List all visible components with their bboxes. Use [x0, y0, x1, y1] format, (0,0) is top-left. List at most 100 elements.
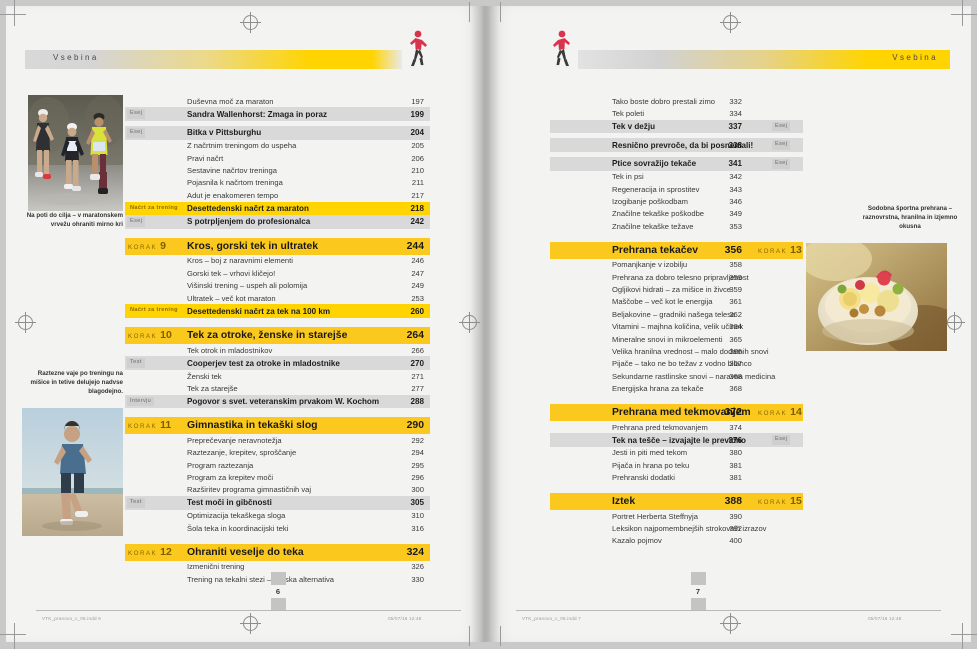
- toc-row[interactable]: KORAK 14 Prehrana med tekmovanjem 372: [550, 403, 803, 421]
- korak-number: 14: [790, 406, 802, 419]
- toc-row-page: 210: [411, 166, 424, 176]
- toc-row-title: Višinski trening – uspeh ali polomija: [187, 281, 308, 291]
- toc-row[interactable]: Ultratek – več kot maraton 253: [125, 292, 430, 304]
- toc-row-page: 343: [729, 184, 742, 194]
- toc-row[interactable]: KORAK 11 Gimnastika in tekaški slog 290: [125, 417, 430, 435]
- toc-row[interactable]: Preprečevanje neravnotežja 292: [125, 434, 430, 446]
- toc-row-page: 368: [729, 384, 742, 394]
- toc-row-page: 366: [729, 346, 742, 356]
- toc-row-page: 253: [411, 293, 424, 303]
- toc-row[interactable]: Šola teka in koordinacijski teki 316: [125, 522, 430, 534]
- toc-row[interactable]: Intervju Pogovor s svet. veteranskim prva…: [125, 394, 430, 409]
- toc-row[interactable]: Test Test moči in gibčnosti 305: [125, 496, 430, 510]
- crop-mark: [14, 623, 15, 649]
- korak-badge: KORAK 10: [128, 330, 172, 341]
- toc-row[interactable]: Test Cooperjev test za otroke in mladostn…: [125, 356, 430, 370]
- toc-row[interactable]: Tek za starejše 277: [125, 382, 430, 394]
- toc-row[interactable]: Program raztezanja 295: [125, 459, 430, 471]
- toc-row-title: Z načrtnim treningom do uspeha: [187, 141, 297, 151]
- toc-row[interactable]: Raztezanje, krepitev, sproščanje 294: [125, 447, 430, 459]
- toc-row[interactable]: Gorski tek – vrhovi kličejo! 247: [125, 267, 430, 279]
- toc-row[interactable]: Tako boste dobro prestali zimo 332: [550, 95, 803, 107]
- toc-row[interactable]: Pojasnila k načrtom treninga 211: [125, 177, 430, 189]
- registration-mark: [240, 613, 261, 634]
- toc-row[interactable]: Jesti in piti med tekom 380: [550, 447, 803, 459]
- toc-row[interactable]: Pijače – tako ne bo težav z vodno bilanc…: [550, 358, 803, 370]
- toc-row[interactable]: Esej Bitka v Pittsburghu 204: [125, 125, 430, 140]
- toc-row[interactable]: Velika hranilna vrednost – malo dodatnih…: [550, 345, 803, 357]
- toc-row[interactable]: Sestavine načrtov treninga 210: [125, 164, 430, 176]
- toc-row-tag: Test: [127, 498, 145, 508]
- korak-word: KORAK: [758, 499, 788, 507]
- toc-row[interactable]: Značilne tekaške težave 353: [550, 220, 803, 232]
- toc-row[interactable]: KORAK 9 Kros, gorski tek in ultratek 244: [125, 237, 430, 255]
- toc-row[interactable]: KORAK 10 Tek za otroke, ženske in starejše…: [125, 326, 430, 344]
- toc-row[interactable]: Esej Sandra Wallenhorst: Zmaga in poraz 19…: [125, 107, 430, 121]
- folio-number: 7: [695, 587, 701, 596]
- toc-row[interactable]: Esej Resnično prevroče, da bi posnemali! 3…: [550, 138, 803, 152]
- toc-row[interactable]: Izmenični trening 326: [125, 561, 430, 573]
- toc-row[interactable]: Kazalo pojmov 400: [550, 535, 803, 547]
- toc-row[interactable]: Mineralne snovi in mikroelementi 365: [550, 333, 803, 345]
- toc-row[interactable]: Portret Herberta Steffnyja 390: [550, 510, 803, 522]
- toc-row[interactable]: Regeneracija in sprostitev 343: [550, 183, 803, 195]
- toc-row[interactable]: Trening na tekalni stezi – zimska altern…: [125, 573, 430, 585]
- toc-row[interactable]: KORAK 13 Prehrana tekačev 356: [550, 241, 803, 259]
- toc-spacer: [125, 318, 430, 327]
- folio-bar-top: [270, 572, 286, 585]
- toc-row[interactable]: KORAK 12 Ohraniti veselje do teka 324: [125, 543, 430, 561]
- right-slug-timestamp: 05/07/16 12:48: [868, 616, 902, 621]
- toc-row-title: S potrpljenjem do profesionalca: [187, 217, 311, 227]
- toc-row[interactable]: Razširitev programa gimnastičnih vaj 300: [125, 484, 430, 496]
- toc-row[interactable]: Leksikon najpomembnejših strokovnih izra…: [550, 522, 803, 534]
- toc-spacer: [550, 233, 803, 242]
- toc-row[interactable]: Tek in psi 342: [550, 171, 803, 183]
- toc-row-title: Tek v dežju: [612, 122, 656, 132]
- toc-row[interactable]: Načrt za trening Desettedenski načrt za t…: [125, 304, 430, 318]
- registration-mark: [944, 312, 965, 333]
- toc-row[interactable]: Kros – boj z naravnimi elementi 246: [125, 255, 430, 267]
- toc-row[interactable]: Adut je enakomeren tempo 217: [125, 189, 430, 201]
- toc-row[interactable]: Esej Ptice sovražijo tekače 341: [550, 156, 803, 171]
- toc-row[interactable]: Energijska hrana za tekače 368: [550, 382, 803, 394]
- toc-row-title: Ogljikovi hidrati – za mišice in živce: [612, 284, 732, 294]
- toc-row[interactable]: Ženski tek 271: [125, 370, 430, 382]
- toc-row-title: Tek na tešče – izvajajte le previdno: [612, 435, 746, 445]
- toc-row[interactable]: Esej Tek na tešče – izvajajte le previdno…: [550, 433, 803, 447]
- toc-row[interactable]: Z načrtnim treningom do uspeha 205: [125, 140, 430, 152]
- toc-row-title: Desettedenski načrt za maraton: [187, 203, 309, 213]
- toc-row-page: 390: [729, 511, 742, 521]
- toc-row[interactable]: Višinski trening – uspeh ali polomija 249: [125, 280, 430, 292]
- toc-row[interactable]: Pomanjkanje v izobilju 358: [550, 259, 803, 271]
- toc-row[interactable]: Optimizacija tekaškega sloga 310: [125, 510, 430, 522]
- toc-row[interactable]: Sekundarne rastlinske snovi – naravna me…: [550, 370, 803, 382]
- toc-row[interactable]: Maščobe – več kot le energija 361: [550, 296, 803, 308]
- toc-row[interactable]: Pravi načrt 206: [125, 152, 430, 164]
- toc-row[interactable]: Tek poleti 334: [550, 107, 803, 119]
- toc-row-page: 199: [410, 109, 424, 119]
- folio-bar-top: [690, 572, 706, 585]
- toc-row[interactable]: Beljakovine – gradniki našega telesa 362: [550, 308, 803, 320]
- toc-row[interactable]: Pijača in hrana po teku 381: [550, 459, 803, 471]
- toc-row[interactable]: Prehranski dodatki 381: [550, 472, 803, 484]
- toc-row[interactable]: Esej Tek v dežju 337: [550, 119, 803, 134]
- toc-row[interactable]: Vitamini – majhna količina, velik učinek…: [550, 320, 803, 332]
- korak-word: KORAK: [758, 410, 788, 418]
- toc-row[interactable]: Tek otrok in mladostnikov 266: [125, 344, 430, 356]
- header-label: Vsebina: [53, 53, 99, 62]
- toc-row-title: Pomanjkanje v izobilju: [612, 260, 688, 270]
- toc-row[interactable]: Izogibanje poškodbam 346: [550, 195, 803, 207]
- toc-row[interactable]: Prehrana pred tekmovanjem 374: [550, 421, 803, 433]
- toc-row[interactable]: Program za krepitev moči 296: [125, 471, 430, 483]
- toc-row-title: Bitka v Pittsburghu: [187, 128, 262, 138]
- toc-row[interactable]: Načrt za trening Desettedenski načrt za m…: [125, 201, 430, 216]
- toc-row[interactable]: KORAK 15 Iztek 388: [550, 492, 803, 510]
- toc-row-title: Tako boste dobro prestali zimo: [612, 96, 715, 106]
- toc-row[interactable]: Esej S potrpljenjem do profesionalca 242: [125, 215, 430, 229]
- toc-row[interactable]: Duševna moč za maraton 197: [125, 95, 430, 107]
- toc-row[interactable]: Prehrana za dobro telesno pripravljenost…: [550, 271, 803, 283]
- toc-spacer: [125, 229, 430, 238]
- toc-row[interactable]: Značilne tekaške poškodbe 349: [550, 208, 803, 220]
- toc-row[interactable]: Ogljikovi hidrati – za mišice in živce 35…: [550, 283, 803, 295]
